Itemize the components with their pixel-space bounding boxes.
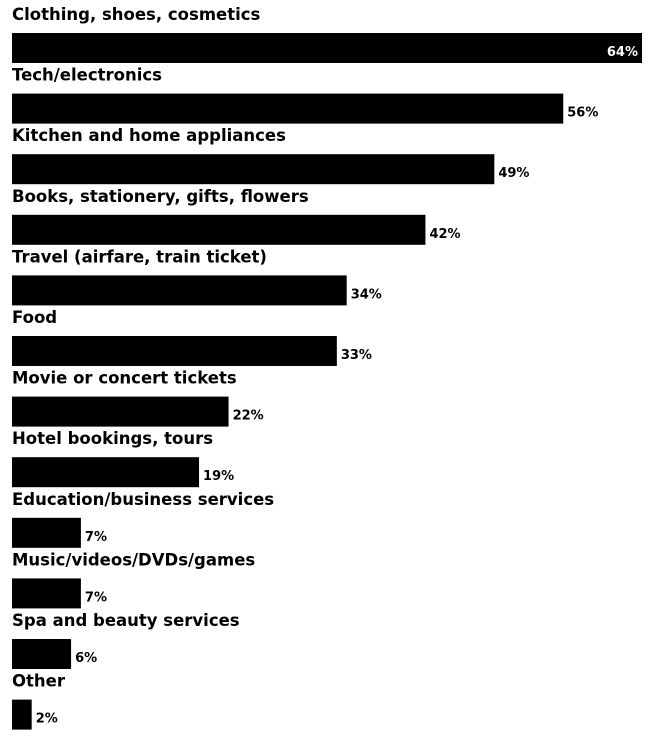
value-label: 42%: [429, 227, 460, 242]
value-label: 33%: [341, 348, 372, 363]
bar: [12, 154, 495, 185]
value-label: 22%: [233, 409, 264, 424]
category-label: Spa and beauty services: [12, 611, 240, 630]
category-label: Hotel bookings, tours: [12, 429, 213, 448]
bar: [12, 93, 564, 124]
category-label: Education/business services: [12, 490, 274, 509]
bar: [12, 578, 81, 609]
bar: [12, 214, 426, 245]
category-label: Other: [12, 672, 66, 691]
category-label: Tech/electronics: [12, 66, 162, 85]
value-label: 6%: [75, 651, 97, 666]
value-label: 19%: [203, 469, 234, 484]
category-label: Clothing, shoes, cosmetics: [12, 5, 261, 24]
category-label: Travel (airfare, train ticket): [12, 247, 267, 266]
category-label: Food: [12, 308, 57, 327]
category-label: Kitchen and home appliances: [12, 126, 286, 145]
value-label: 64%: [607, 45, 638, 60]
value-label: 34%: [351, 287, 382, 302]
bar: [12, 33, 642, 63]
category-label: Movie or concert tickets: [12, 369, 237, 388]
bar: [12, 699, 32, 730]
category-label: Books, stationery, gifts, flowers: [12, 187, 309, 206]
bar: [12, 396, 229, 427]
bar: [12, 336, 337, 366]
value-label: 7%: [85, 530, 107, 545]
bar: [12, 517, 81, 548]
bar: [12, 457, 200, 488]
value-label: 2%: [36, 712, 58, 727]
category-label: Music/videos/DVDs/games: [12, 550, 255, 569]
value-label: 56%: [567, 106, 598, 121]
bar: [12, 275, 347, 306]
value-label: 7%: [85, 590, 107, 605]
bar: [12, 639, 72, 669]
value-label: 49%: [498, 166, 529, 181]
